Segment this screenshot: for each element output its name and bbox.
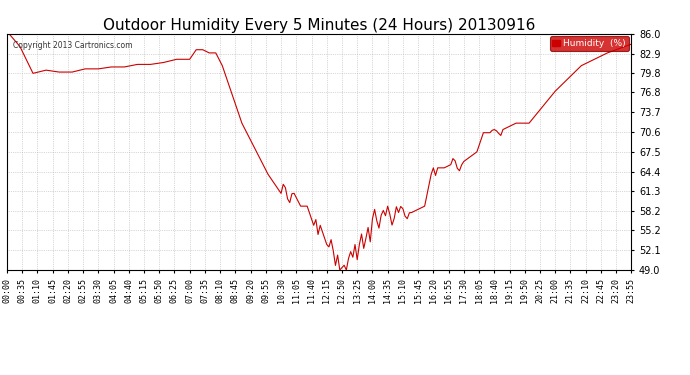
Title: Outdoor Humidity Every 5 Minutes (24 Hours) 20130916: Outdoor Humidity Every 5 Minutes (24 Hou… (103, 18, 535, 33)
Text: Copyright 2013 Cartronics.com: Copyright 2013 Cartronics.com (13, 41, 132, 50)
Legend: Humidity  (%): Humidity (%) (550, 36, 629, 51)
